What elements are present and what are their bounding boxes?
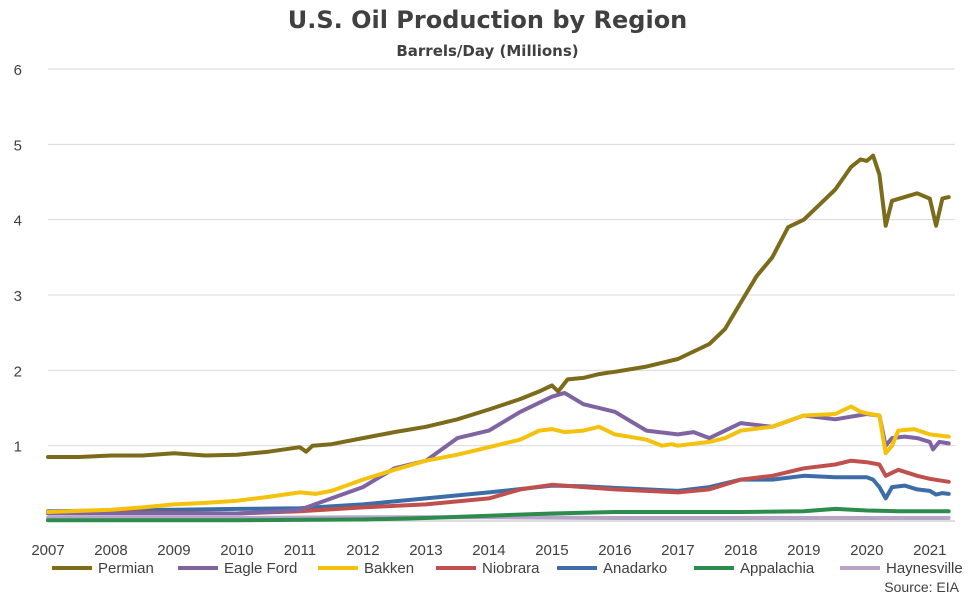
source-note: Source: EIA <box>884 579 959 595</box>
x-tick-label: 2014 <box>472 542 505 559</box>
x-tick-label: 2017 <box>661 542 694 559</box>
x-tick-label: 2015 <box>535 542 568 559</box>
y-tick-label: 3 <box>14 288 22 305</box>
y-tick-label: 5 <box>14 137 22 154</box>
x-axis-tick-labels: 2007 2008 2009 2010 2011 2012 2013 2014 2015 2016… <box>31 542 946 559</box>
y-axis-tick-labels: 1 2 3 4 5 6 <box>14 62 22 456</box>
series-line-permian <box>46 153 951 459</box>
x-tick-label: 2007 <box>31 542 64 559</box>
legend-label: Bakken <box>364 560 414 577</box>
legend-label: Niobrara <box>482 560 540 577</box>
x-tick-label: 2012 <box>346 542 379 559</box>
x-tick-label: 2011 <box>284 542 316 559</box>
x-tick-label: 2018 <box>724 542 757 559</box>
legend-label: Eagle Ford <box>224 560 297 577</box>
legend-label: Permian <box>98 560 154 577</box>
y-tick-label: 1 <box>14 439 22 456</box>
series-line-bakken <box>46 404 951 514</box>
chart-subtitle: Barrels/Day (Millions) <box>396 42 579 60</box>
x-tick-label: 2010 <box>220 542 253 559</box>
legend-label: Anadarko <box>603 560 667 577</box>
chart-title: U.S. Oil Production by Region <box>287 6 688 34</box>
series-line-haynesville <box>46 515 951 520</box>
x-tick-label: 2008 <box>94 542 127 559</box>
series-line-appalachia <box>46 506 951 523</box>
x-tick-label: 2020 <box>850 542 883 559</box>
x-tick-label: 2013 <box>409 542 442 559</box>
series-lines <box>46 153 951 523</box>
y-tick-label: 2 <box>14 363 22 380</box>
y-tick-label: 4 <box>14 213 22 230</box>
x-tick-label: 2021 <box>913 542 946 559</box>
series-line-niobrara <box>46 458 951 516</box>
y-tick-label: 6 <box>14 62 22 79</box>
legend: Permian Eagle Ford Bakken Niobrara Anadarko A… <box>52 560 963 577</box>
legend-label: Haynesville <box>886 560 963 577</box>
x-tick-label: 2009 <box>157 542 190 559</box>
legend-label: Appalachia <box>740 560 815 577</box>
x-tick-label: 2016 <box>598 542 631 559</box>
x-tick-label: 2019 <box>787 542 820 559</box>
